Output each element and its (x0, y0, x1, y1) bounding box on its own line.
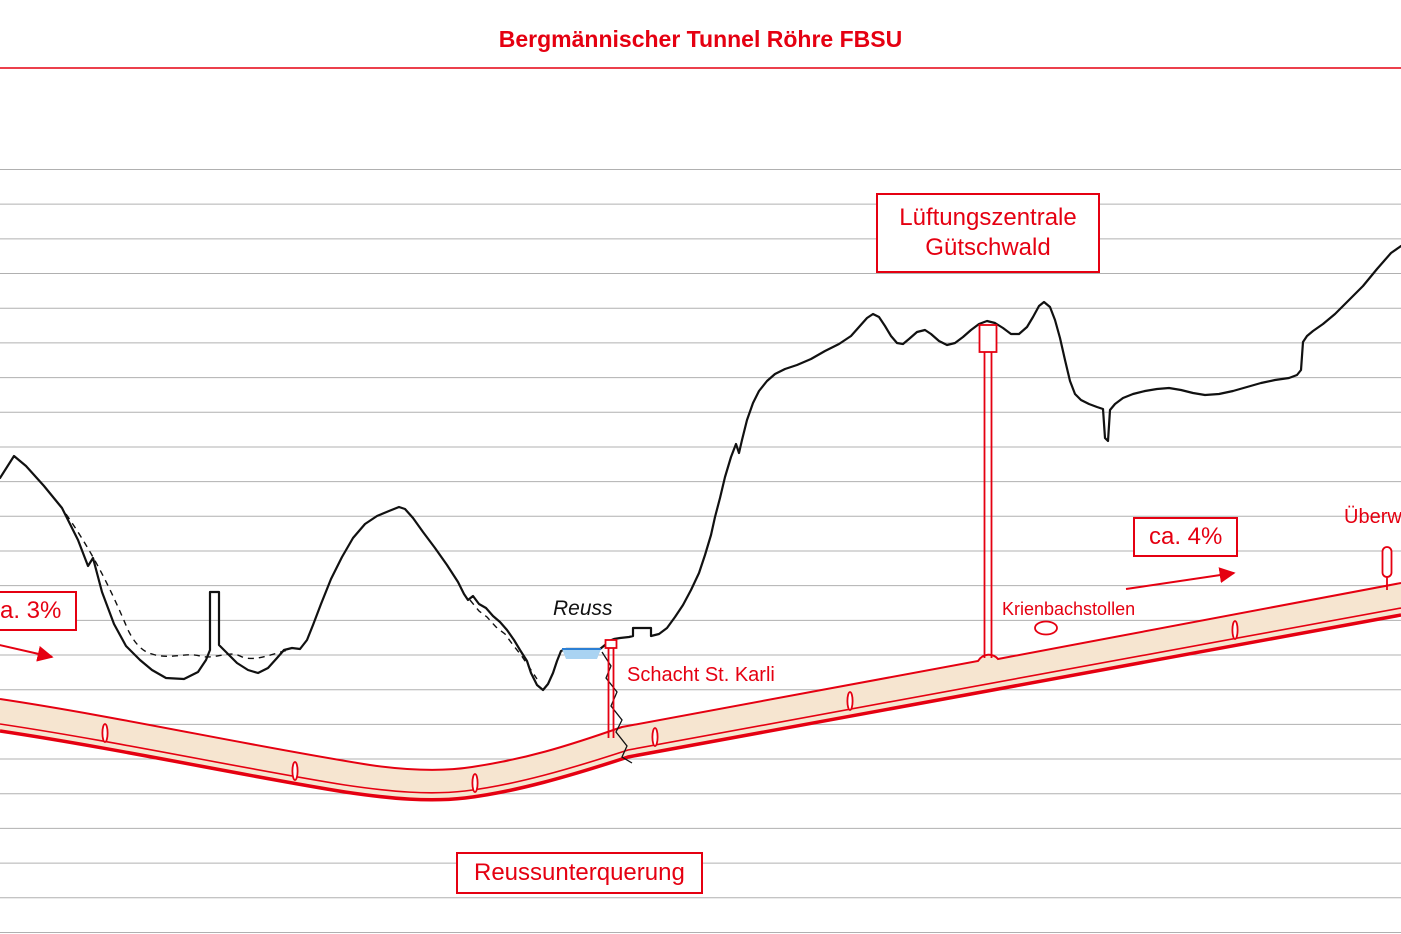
cross-passage-tick (1231, 620, 1239, 640)
ventilation-center-label-box: Lüftungszentrale Gütschwald (876, 193, 1100, 273)
gradient-left-label: a. 3% (0, 597, 62, 624)
shaft-head-building (978, 324, 998, 353)
tunnel-band (0, 582, 1401, 802)
cross-passage-tick (471, 773, 479, 793)
shaft-st-karli-label: Schacht St. Karli (627, 664, 775, 686)
river-crossing-label-box: Reussunterquerung (456, 852, 703, 894)
scree-slope-hatch (65, 513, 289, 660)
cross-passage-tick (651, 727, 659, 747)
elevation-gridlines (0, 169, 1401, 933)
cross-passage-tick (291, 761, 299, 781)
river-label: Reuss (553, 597, 613, 620)
river-crossing-label: Reussunterquerung (474, 859, 685, 886)
cross-passage-ticks (101, 620, 1239, 793)
tunnel-inner-line (0, 607, 1401, 794)
terrain-surface-line (0, 244, 1401, 692)
cross-passage-tick (101, 723, 109, 743)
gradient-left-label-box: a. 3% (0, 591, 78, 631)
ventilation-shaft (978, 324, 998, 658)
right-edge-clipped-label: Überw (1344, 506, 1401, 528)
gradient-right-label-box: ca. 4% (1133, 517, 1239, 557)
st-karli-shaft (604, 639, 618, 738)
tunnel-crown-line (0, 582, 1401, 771)
water-fill (562, 649, 601, 659)
ventilation-center-label-line1: Lüftungszentrale (899, 204, 1077, 231)
reuss-water (562, 648, 601, 659)
cross-passage-tick (846, 691, 854, 711)
gradient-right-label: ca. 4% (1149, 523, 1223, 550)
ventilation-center-label-line2: Gütschwald (925, 234, 1051, 261)
diagram-title: Bergmännischer Tunnel Röhre FBSU (498, 26, 903, 52)
right-edge-shaft-symbol (1381, 546, 1393, 590)
capsule-symbol (1381, 546, 1393, 578)
krienbach-adit-symbol (1034, 620, 1058, 636)
shaft-head-symbol (604, 639, 618, 649)
krienbach-adit-label: Krienbachstollen (1002, 599, 1136, 619)
gradient-arrow-right (1125, 567, 1236, 590)
rock-hatch-left (469, 599, 538, 680)
gradient-arrow-left (0, 644, 54, 662)
tunnel-invert-line (0, 613, 1401, 802)
